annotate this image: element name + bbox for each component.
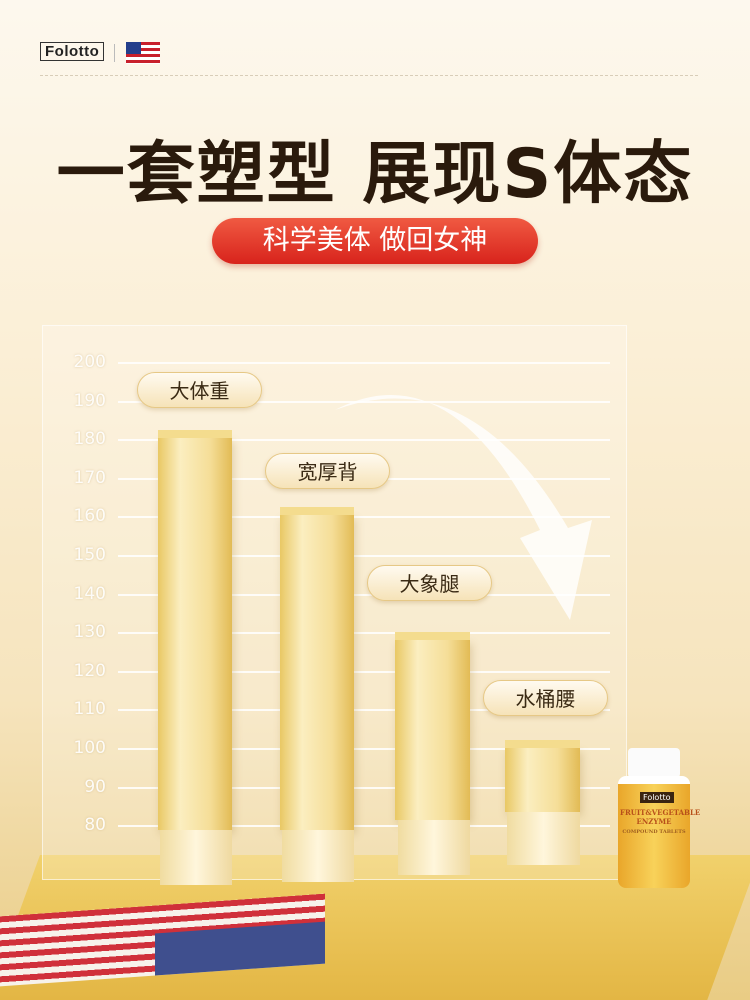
gridline <box>118 593 610 596</box>
gridline <box>118 362 610 364</box>
gridline <box>118 516 610 519</box>
bar-base <box>160 830 232 885</box>
bar-base <box>398 820 470 875</box>
bar-2 <box>280 507 354 830</box>
product-bottle: Folotto FRUIT&VEGETABLE ENZYME COMPOUND T… <box>618 748 701 888</box>
divider <box>114 44 115 62</box>
axis-tick: 160 <box>73 506 106 527</box>
bar-label: 宽厚背 <box>265 453 390 489</box>
axis-tick: 190 <box>73 390 106 411</box>
axis-tick: 120 <box>73 660 106 681</box>
gridline <box>118 632 610 635</box>
axis-tick: 130 <box>73 622 106 643</box>
bar-1 <box>158 430 232 830</box>
divider <box>40 75 698 76</box>
headline: 一套塑型 展现S体态 <box>56 135 694 214</box>
bar-label: 大象腿 <box>367 565 492 601</box>
logo-text: Folotto <box>45 43 100 60</box>
axis-tick: 80 <box>84 815 106 836</box>
brand-logo: Folotto <box>40 42 105 61</box>
axis-tick: 140 <box>73 583 106 604</box>
us-flag-icon <box>126 42 160 64</box>
axis-tick: 100 <box>73 738 106 758</box>
bar-label: 大体重 <box>137 372 262 408</box>
axis-tick: 110 <box>73 699 106 720</box>
gridline <box>118 555 610 557</box>
axis-tick: 90 <box>84 776 106 797</box>
axis-tick: 150 <box>73 545 106 565</box>
gridline <box>118 748 610 750</box>
bar-4 <box>505 740 580 812</box>
gridline <box>118 786 610 789</box>
bar-base <box>282 830 354 882</box>
product-name: FRUIT&VEGETABLE ENZYME COMPOUND TABLETS <box>620 808 701 835</box>
gridline <box>118 439 610 442</box>
axis-tick: 200 <box>73 352 106 372</box>
gridline <box>118 670 610 673</box>
down-arrow-icon <box>335 395 592 620</box>
product-logo: Folotto <box>640 792 674 803</box>
bar-label: 水桶腰 <box>483 680 608 716</box>
axis-tick: 170 <box>73 467 106 488</box>
gridline <box>118 825 610 828</box>
gridline <box>118 709 610 712</box>
axis-tick: 180 <box>73 429 106 450</box>
bar-base <box>507 812 580 865</box>
subheadline-badge: 科学美体 做回女神 <box>212 218 538 264</box>
bar-3 <box>395 632 470 820</box>
